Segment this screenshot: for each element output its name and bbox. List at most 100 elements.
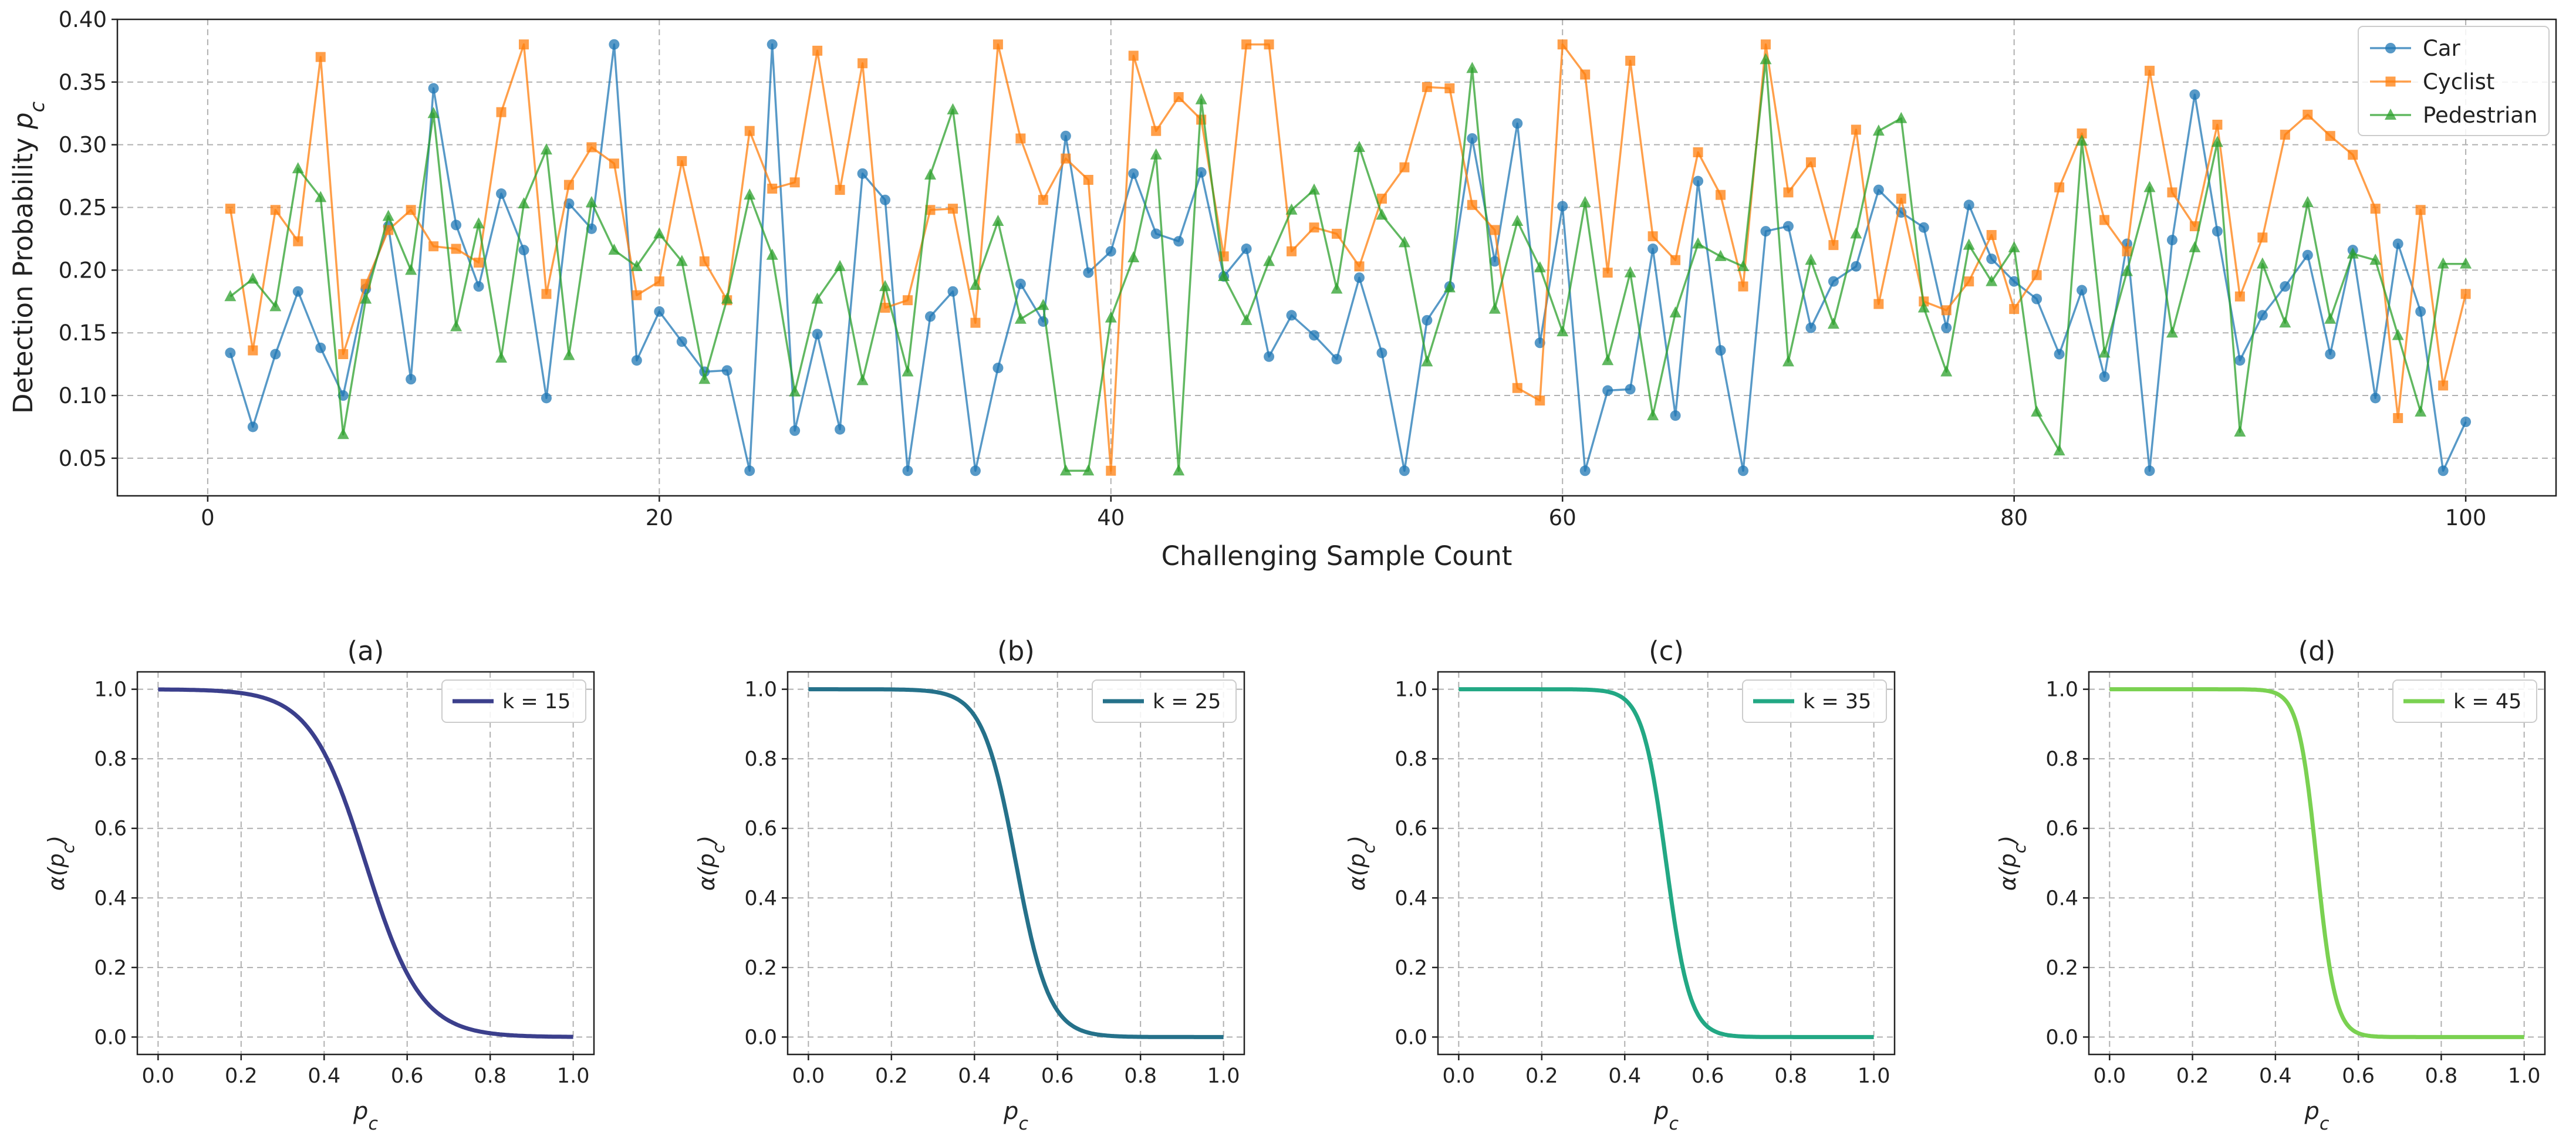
data-point <box>382 209 394 221</box>
data-point <box>2257 232 2268 243</box>
data-point <box>1421 355 1433 367</box>
data-point <box>496 188 507 200</box>
data-point <box>1173 464 1185 476</box>
data-point <box>2145 66 2155 76</box>
data-point <box>1602 268 1613 278</box>
panel-x-axis-label: pc <box>353 1098 378 1134</box>
data-point <box>2211 136 2223 147</box>
data-point <box>2347 247 2359 259</box>
data-point <box>1196 167 1207 178</box>
data-point <box>1693 147 1703 158</box>
data-point <box>292 286 303 297</box>
data-point <box>1760 53 1772 65</box>
data-point <box>1285 203 1298 215</box>
panel-title: (b) <box>997 635 1035 667</box>
data-point <box>405 263 417 275</box>
data-point <box>1060 130 1071 141</box>
data-point <box>563 180 574 190</box>
data-point <box>630 259 643 271</box>
x-tick-label: 100 <box>2445 505 2487 530</box>
data-point <box>1850 227 1862 239</box>
panel-x-tick-label: 0.8 <box>474 1064 507 1088</box>
data-point <box>992 363 1004 374</box>
data-point <box>2077 128 2087 138</box>
panel-legend-label: k = 35 <box>1803 690 1871 714</box>
data-point <box>1963 238 1975 250</box>
data-point <box>744 465 755 476</box>
panel-x-tick-label: 0.8 <box>1124 1064 1157 1088</box>
data-point <box>1986 253 1997 265</box>
data-point <box>1038 195 1048 205</box>
data-point <box>1444 83 1455 94</box>
data-point <box>1488 302 1501 314</box>
data-point <box>563 349 575 360</box>
legend-marker <box>2385 109 2396 120</box>
data-point <box>924 168 936 180</box>
data-point <box>1331 282 1343 294</box>
data-point <box>1625 56 1636 66</box>
panel-x-tick-label: 1.0 <box>2508 1064 2541 1088</box>
data-point <box>1466 62 1478 73</box>
data-point <box>1127 251 1140 262</box>
data-point <box>338 349 349 360</box>
data-point <box>631 355 642 366</box>
panel-legend-box <box>441 679 586 723</box>
data-point <box>1398 236 1410 248</box>
legend-label: Car <box>2423 36 2461 61</box>
data-point <box>1714 249 1727 261</box>
data-point <box>428 241 439 252</box>
data-point <box>2008 241 2020 252</box>
data-point <box>247 272 259 284</box>
data-point <box>1851 124 1861 135</box>
data-point <box>1264 351 1275 362</box>
legend-marker <box>2385 43 2396 53</box>
data-point <box>947 286 958 297</box>
data-point <box>2302 109 2313 120</box>
top-gridlines <box>117 19 2556 496</box>
panel-y-tick-label: 1.0 <box>2045 678 2078 702</box>
data-point <box>856 374 869 386</box>
data-point <box>608 244 620 255</box>
data-point <box>1579 465 1591 476</box>
data-point <box>1692 237 1704 249</box>
data-point <box>406 205 416 215</box>
data-point <box>1489 256 1500 267</box>
data-point <box>1873 299 1884 309</box>
data-point <box>427 107 440 119</box>
data-point <box>2324 312 2337 324</box>
data-point <box>1422 82 1432 92</box>
panel-legend-box <box>1742 679 1887 723</box>
legend-box <box>2358 26 2550 136</box>
data-point <box>970 465 981 476</box>
data-point <box>2054 349 2065 360</box>
panel-d: 0.0 0.2 0.4 0.6 0.8 1.0 0.0 0.2 0.4 0.6 0.8 1.0 (d) p… <box>1995 635 2546 1134</box>
data-point <box>541 289 552 299</box>
data-point <box>1083 175 1093 185</box>
data-point <box>677 155 687 166</box>
data-point <box>450 320 462 332</box>
data-point <box>1670 255 1681 265</box>
y-tick-label: 0.30 <box>59 133 107 158</box>
panel-x-tick-label: 0.2 <box>2176 1064 2209 1088</box>
data-point <box>1895 111 1907 123</box>
panel-x-tick-label: 1.0 <box>1858 1064 1890 1088</box>
data-point <box>1376 194 1387 204</box>
y-tick-label: 0.25 <box>59 195 107 221</box>
data-point <box>292 162 304 174</box>
data-point <box>1151 126 1162 136</box>
data-point <box>2460 416 2472 427</box>
y-tick-label: 0.15 <box>59 320 107 346</box>
top-plot-frame <box>116 18 2557 497</box>
panel-legend: k = 25 <box>1092 679 1237 723</box>
data-point <box>744 126 755 136</box>
data-point <box>1195 93 1207 104</box>
panel-y-tick-label: 0.8 <box>744 748 777 771</box>
panel-frame <box>786 671 1245 1056</box>
x-tick-label: 80 <box>2000 505 2028 530</box>
panel-y-tick-label: 0.6 <box>744 817 777 841</box>
panel-y-axis-label: α(pc) <box>694 836 728 891</box>
data-point <box>925 311 936 322</box>
data-point <box>1015 133 1026 144</box>
data-point <box>992 39 1003 50</box>
data-point <box>2099 215 2110 225</box>
